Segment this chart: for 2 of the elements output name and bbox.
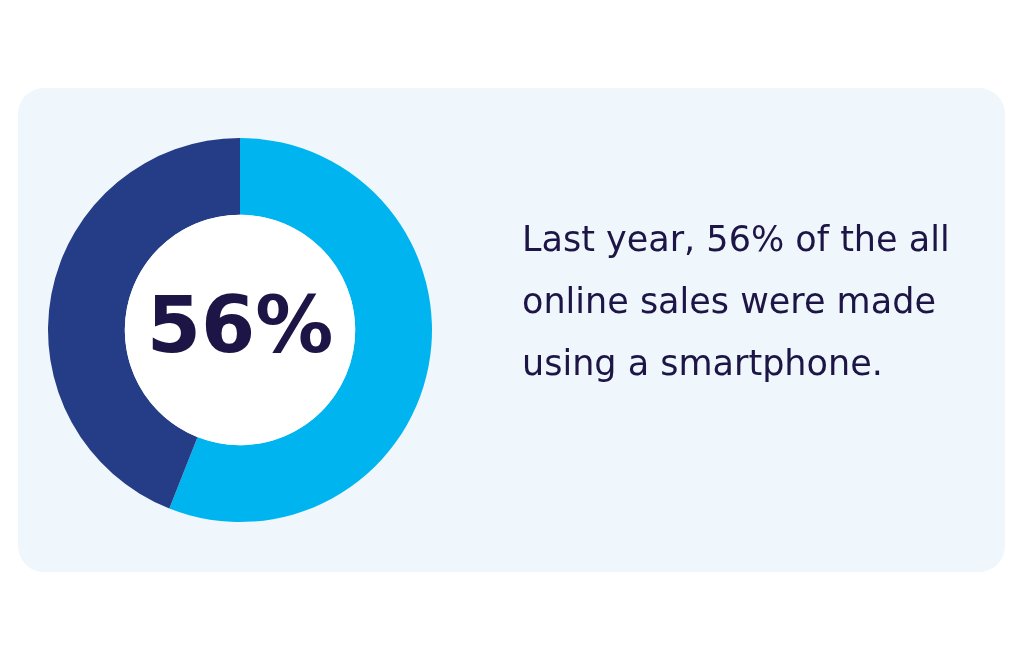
text: Last year, 56% of the all online sales were made using a smartphone. — [522, 218, 951, 385]
text: 56% — [146, 280, 334, 371]
